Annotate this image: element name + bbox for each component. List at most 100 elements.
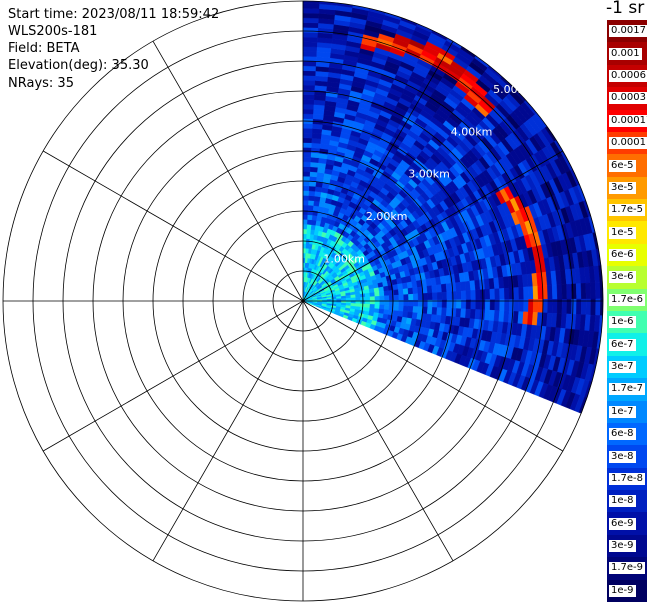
data-cell (364, 292, 371, 298)
data-cell (302, 27, 319, 33)
data-cell (355, 297, 361, 301)
data-cell (393, 294, 400, 301)
data-cell (446, 291, 453, 301)
data-cell (412, 287, 419, 295)
data-cell (431, 284, 438, 294)
data-cell (302, 79, 316, 86)
data-cell (307, 209, 314, 216)
colorbar-tick-label: 6e-7 (609, 338, 636, 351)
data-cell (436, 307, 443, 316)
data-cell (307, 214, 313, 221)
field-text: Field: BETA (8, 41, 80, 56)
colorbar-units: -1 sr (606, 0, 645, 18)
data-cell (302, 65, 317, 72)
data-cell (393, 289, 400, 296)
data-cell (412, 293, 419, 301)
colorbar-tick-label: 0.00017 (609, 114, 647, 127)
azimuth-spoke (42, 150, 304, 302)
data-cell (302, 161, 312, 168)
data-cell (369, 304, 376, 309)
data-cell (441, 291, 448, 301)
data-cell (302, 3, 320, 9)
data-cell (368, 288, 375, 294)
colorbar-tick-label: 6e-8 (609, 428, 636, 441)
data-cell (561, 284, 568, 300)
data-cell (374, 291, 380, 297)
data-cell (302, 36, 318, 43)
data-cell (503, 287, 510, 300)
data-cell (431, 307, 438, 316)
data-cell (302, 156, 312, 163)
data-cell (302, 233, 308, 239)
nrays-text: NRays: 35 (8, 76, 74, 91)
colorbar-tick-label: 3e-6 (609, 271, 636, 284)
data-cell (310, 161, 319, 168)
colorbar-tick-label: 1.7e-7 (609, 383, 646, 396)
data-cell (302, 214, 309, 220)
data-cell (475, 289, 481, 300)
data-cell (407, 305, 414, 313)
colorbar-tick-label: 1.7e-5 (609, 204, 646, 217)
colorbar-tick-label: 3e-9 (609, 540, 636, 553)
data-cell (398, 305, 404, 312)
colorbar-tick-label: 3e-5 (609, 181, 636, 194)
azimuth-spoke (152, 300, 304, 562)
data-cell (302, 151, 312, 158)
range-label: 2.00km (366, 210, 408, 223)
data-cell (398, 294, 405, 301)
data-cell (302, 228, 308, 235)
data-cell (379, 295, 385, 301)
data-cell (436, 284, 443, 293)
range-labels: 1.00km 2.00km 3.00km 4.00km 5.00km (323, 83, 534, 266)
data-cell (302, 223, 308, 230)
data-cell (302, 219, 308, 225)
colorbar-tick-label: 0.001 (609, 47, 642, 60)
data-cell (427, 292, 433, 301)
data-cell (402, 305, 409, 313)
data-cell (571, 283, 577, 300)
data-cell (302, 22, 319, 29)
data-cell (307, 204, 314, 211)
data-cell (383, 285, 390, 292)
data-cell (547, 285, 553, 300)
colorbar-tick-label: 1.7e-8 (609, 472, 646, 485)
data-cell (350, 297, 357, 301)
data-cell (499, 288, 505, 300)
data-cell (302, 60, 317, 67)
range-label: 1.00km (323, 253, 365, 266)
data-cell (302, 171, 311, 177)
data-cell (374, 295, 381, 301)
data-cell (302, 132, 313, 139)
data-cell (426, 306, 433, 315)
data-cell (326, 298, 333, 301)
data-cell (378, 286, 385, 293)
data-cell (369, 296, 376, 301)
data-cell (460, 308, 467, 319)
data-cell (532, 285, 539, 300)
colorbar-tick-label: 6e-5 (609, 159, 636, 172)
data-cell (393, 305, 400, 312)
data-cell (302, 204, 309, 211)
data-cell (309, 171, 318, 178)
data-cell (398, 288, 404, 296)
data-cell (537, 285, 544, 300)
data-cell (445, 283, 452, 293)
azimuth-spoke (302, 40, 454, 302)
data-cell (302, 185, 310, 192)
colorbar-tick-label: 1e-7 (609, 405, 636, 418)
data-cell (308, 190, 316, 197)
data-cell (441, 307, 448, 317)
data-cell (585, 298, 592, 316)
data-cell (369, 292, 376, 298)
data-cell (494, 288, 501, 300)
colorbar-tick-label: 3e-7 (609, 360, 636, 373)
data-cell (388, 304, 395, 311)
polar-grid (2, 0, 604, 602)
colorbar: 0.0017 0.001 0.0006 0.0003 0.00017 0.0001 6e-5… (607, 20, 647, 603)
data-cell (523, 286, 529, 300)
data-cell (460, 290, 467, 301)
data-cell (465, 290, 472, 301)
data-cell (470, 289, 477, 300)
data-cell (302, 142, 313, 148)
colorbar-tick-label: 0.0006 (609, 69, 647, 82)
